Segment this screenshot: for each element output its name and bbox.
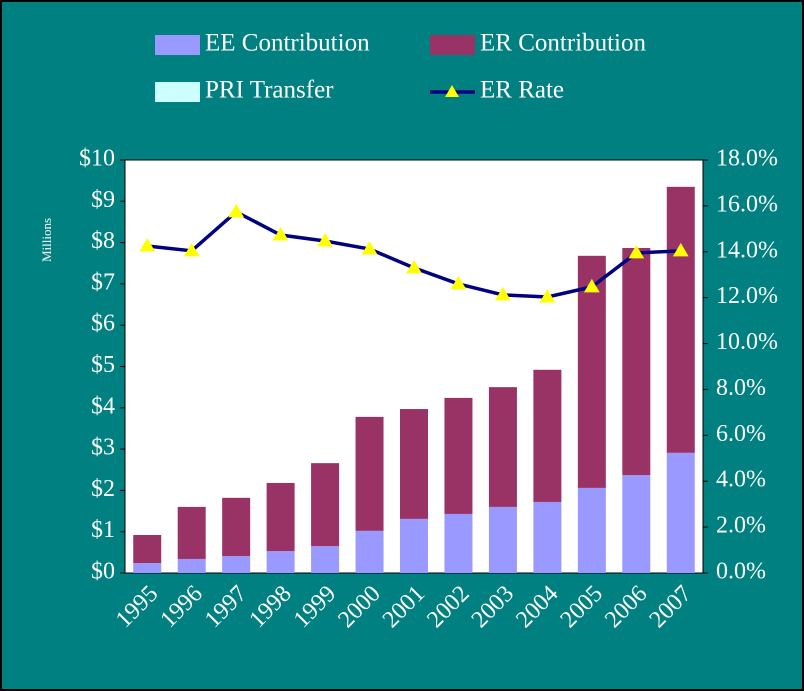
y-tick-label: $8	[91, 228, 115, 254]
y2-tick-label: 8.0%	[716, 375, 766, 401]
bar	[577, 255, 606, 488]
marker	[628, 244, 645, 259]
bar	[133, 563, 162, 573]
bar	[622, 247, 651, 476]
marker	[139, 238, 156, 252]
bar	[444, 513, 473, 573]
y2-tick-label: 18.0%	[716, 146, 778, 172]
marker	[672, 242, 689, 257]
legend-label: EE Contribution	[205, 30, 370, 57]
marker	[495, 286, 511, 301]
bar	[488, 506, 517, 573]
bar	[311, 463, 340, 547]
bar	[177, 558, 206, 573]
marker	[183, 242, 200, 257]
y-tick-label: $9	[91, 187, 115, 213]
bar	[400, 518, 428, 573]
legend-label: PRI Transfer	[205, 77, 334, 104]
legend-swatch	[155, 82, 200, 102]
marker	[539, 288, 556, 303]
marker	[361, 241, 378, 255]
marker	[228, 203, 245, 218]
bar	[133, 535, 162, 564]
marker	[450, 275, 467, 290]
y2-tick-label: 12.0%	[716, 283, 778, 309]
legend-swatch	[155, 35, 200, 55]
bar	[355, 416, 384, 531]
y-axis-label: Millions	[39, 218, 54, 262]
y2-tick-label: 14.0%	[716, 237, 778, 263]
legend-label: ER Contribution	[480, 30, 646, 57]
y-tick-label: $1	[91, 517, 115, 543]
y-tick-label: $2	[91, 476, 115, 502]
marker	[583, 278, 600, 293]
bar	[266, 551, 295, 573]
y2-tick-label: 2.0%	[716, 513, 766, 539]
y2-tick-label: 4.0%	[716, 467, 766, 493]
bar	[400, 409, 428, 519]
bar	[444, 397, 473, 514]
marker	[406, 259, 422, 274]
bar	[666, 186, 695, 453]
marker	[317, 233, 333, 247]
y-tick-label: $10	[79, 146, 115, 172]
bar	[533, 501, 562, 573]
y-tick-label: $3	[91, 435, 115, 461]
legend-swatch	[430, 35, 475, 55]
bar	[488, 387, 517, 507]
bar	[222, 497, 251, 557]
bar	[577, 487, 606, 573]
y-tick-label: $5	[91, 352, 115, 378]
bar	[666, 452, 695, 573]
y-tick-label: $6	[91, 311, 115, 337]
y2-tick-label: 10.0%	[716, 329, 778, 355]
bar	[622, 475, 651, 573]
y-tick-label: $0	[91, 559, 115, 585]
y-tick-label: $7	[91, 269, 115, 295]
bar	[222, 556, 251, 573]
bar	[533, 369, 562, 502]
bar	[355, 530, 384, 573]
bar	[311, 546, 340, 573]
marker	[272, 227, 289, 241]
y2-tick-label: 16.0%	[716, 191, 778, 217]
y2-tick-label: 6.0%	[716, 421, 766, 447]
y2-tick-label: 0.0%	[716, 559, 766, 585]
bar	[266, 482, 295, 552]
bar	[177, 506, 206, 559]
legend-label: ER Rate	[480, 77, 564, 104]
y-tick-label: $4	[91, 393, 115, 419]
legend-marker	[445, 85, 459, 97]
